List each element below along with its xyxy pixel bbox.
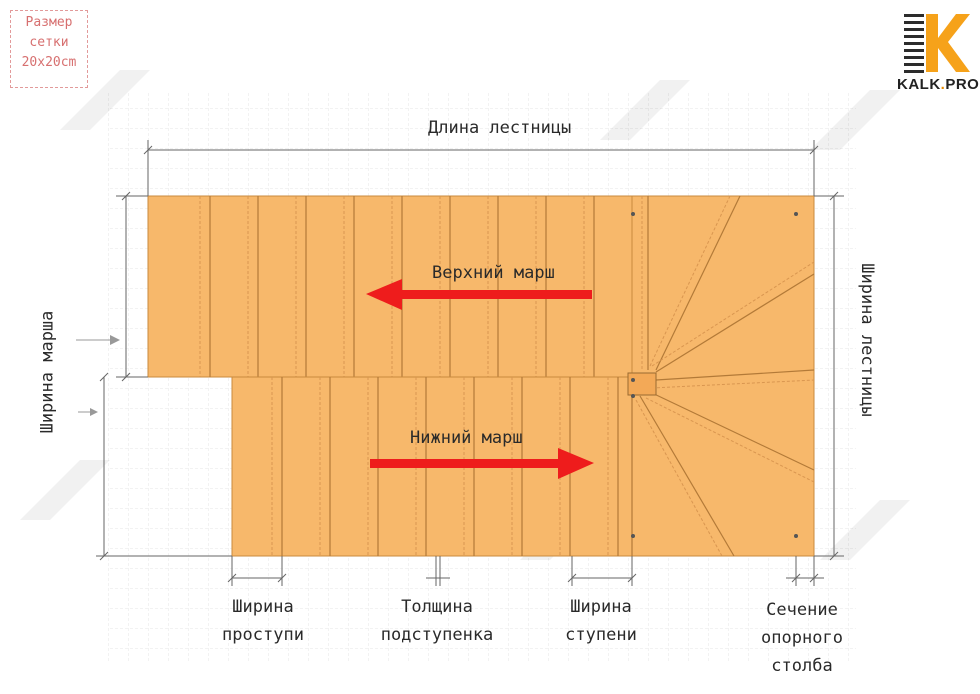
step-width-line2: ступени xyxy=(565,625,637,645)
post-section-line1: Сечение xyxy=(766,600,838,620)
logo-name: KALK xyxy=(897,76,941,93)
stair-length-label: Длина лестницы xyxy=(428,118,572,138)
upper-flight-label: Верхний марш xyxy=(432,263,555,283)
winder-section xyxy=(627,195,815,557)
upper-flight-arrow xyxy=(366,279,592,310)
grid-note-line3: 20x20cm xyxy=(21,55,77,70)
lower-flight-label: Нижний марш xyxy=(410,428,523,448)
dimension-lines xyxy=(96,140,844,586)
post-section-line3: столба xyxy=(771,656,833,676)
riser-thickness-label: Толщина подступенка xyxy=(372,593,502,649)
grid-note-line2: сетки xyxy=(29,35,69,50)
lower-flight-arrow xyxy=(370,448,594,479)
tread-width-line2: проступи xyxy=(222,625,304,645)
step-width-label: Ширина ступени xyxy=(556,593,646,649)
grid-size-note: Размер сетки 20x20cm xyxy=(10,10,88,88)
tread-width-label: Ширина проступи xyxy=(218,593,308,649)
kalk-pro-logo-icon xyxy=(904,14,970,73)
tread-width-line1: Ширина xyxy=(232,597,294,617)
grid-note-line1: Размер xyxy=(25,15,73,30)
logo-dot: . xyxy=(940,76,946,93)
riser-thickness-line2: подступенка xyxy=(380,625,494,645)
logo-pro: PRO xyxy=(945,76,980,93)
post-section-line2: опорного xyxy=(761,628,843,648)
step-width-line1: Ширина xyxy=(570,597,632,617)
support-post xyxy=(627,372,657,396)
logo-text: KALK.PRO xyxy=(897,76,979,93)
side-pointers xyxy=(76,335,120,416)
flight-width-label: Ширина марша xyxy=(37,310,58,434)
post-section-label: Сечение опорного столба xyxy=(752,596,852,680)
stair-width-label: Ширина лестницы xyxy=(856,263,877,417)
riser-thickness-line1: Толщина xyxy=(401,597,473,617)
